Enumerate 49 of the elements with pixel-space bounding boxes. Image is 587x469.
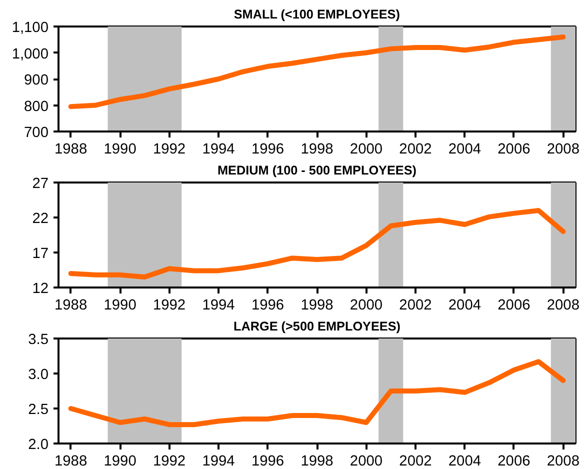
x-tick-label: 2000 [350,454,383,469]
y-tick-label: 12 [32,281,49,297]
chart-title: SMALL (<100 EMPLOYEES) [234,8,400,22]
x-tick-label: 1998 [300,298,334,314]
x-tick-label: 1996 [251,298,284,314]
y-tick-label: 17 [32,246,49,262]
x-tick-label: 2002 [399,454,432,469]
x-tick-label: 2006 [498,298,530,314]
x-tick-label: 1994 [202,298,235,314]
y-tick-label: 800 [24,98,49,115]
x-tick-label: 1988 [54,298,88,314]
y-tick-label: 2.5 [28,402,48,418]
y-tick-label: 22 [32,211,49,227]
x-tick-label: 2002 [399,142,432,158]
y-tick-label: 3.0 [28,367,48,383]
x-tick-label: 2006 [498,454,530,469]
x-tick-label: 2000 [350,142,383,158]
x-tick-label: 1998 [300,454,334,469]
y-tick-label: 27 [32,176,49,192]
x-tick-label: 2008 [546,298,580,314]
y-tick-label: 700 [24,125,49,141]
x-tick-label: 1988 [54,142,88,158]
x-tick-label: 1998 [300,142,334,158]
chart-title: LARGE (>500 EMPLOYEES) [233,320,401,334]
x-tick-label: 1992 [152,454,186,469]
x-tick-label: 2008 [546,454,580,469]
x-tick-label: 1992 [152,298,186,314]
x-tick-label: 2004 [448,454,482,469]
x-tick-label: 2000 [350,298,383,314]
x-tick-label: 1990 [104,454,136,469]
x-tick-label: 1996 [251,142,284,158]
x-tick-label: 1990 [104,142,136,158]
chart-title: MEDIUM (100 - 500 EMPLOYEES) [217,164,417,178]
y-tick-label: 2.0 [28,437,48,453]
x-tick-label: 2002 [399,298,432,314]
x-tick-label: 1996 [251,454,284,469]
x-tick-label: 1994 [202,454,235,469]
y-tick-label: 1,100 [12,20,49,36]
x-tick-label: 1994 [202,142,235,158]
y-tick-label: 1,000 [12,46,49,62]
y-tick-label: 3.5 [28,332,48,348]
x-tick-label: 2004 [448,142,482,158]
y-tick-label: 900 [24,72,49,88]
x-tick-label: 2006 [498,142,530,158]
x-tick-label: 2004 [448,298,482,314]
x-tick-label: 2008 [546,142,580,158]
x-tick-label: 1990 [104,298,136,314]
x-tick-label: 1988 [54,454,88,469]
x-tick-label: 1992 [152,142,186,158]
